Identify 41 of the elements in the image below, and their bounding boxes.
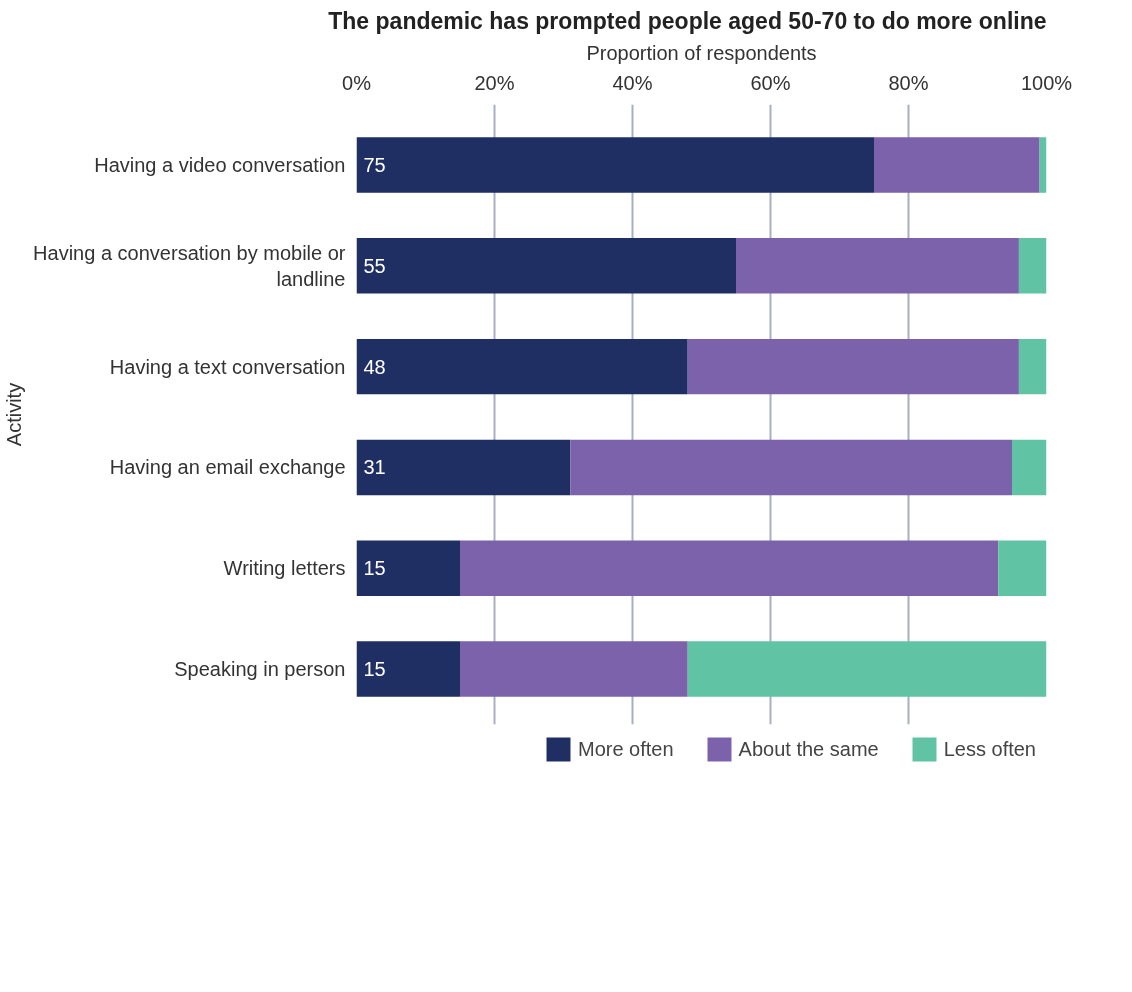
- y-tick-label: Having a conversation by mobile or landline: [33, 241, 346, 290]
- x-tick-label: 40%: [612, 71, 653, 94]
- bar: [1018, 238, 1047, 294]
- x-tick-label: 60%: [750, 71, 791, 94]
- bar: [356, 238, 736, 294]
- data-label: 55: [363, 254, 386, 277]
- legend-label: About the same: [738, 737, 879, 761]
- y-axis-title: Activity: [3, 382, 26, 447]
- y-tick-label: Having a video conversation: [94, 153, 346, 176]
- y-tick-label: Writing letters: [223, 557, 346, 580]
- bar: [1012, 439, 1047, 496]
- bar: [356, 137, 874, 193]
- y-tick-label: Having an email exchange: [109, 456, 346, 479]
- data-label: 15: [363, 658, 386, 681]
- bar: [356, 540, 460, 596]
- x-tick-label: 80%: [888, 71, 929, 94]
- bar: [874, 137, 1040, 193]
- x-tick-label: 20%: [474, 71, 515, 94]
- bar: [356, 338, 688, 395]
- data-label: 15: [363, 557, 386, 580]
- data-label: 31: [363, 456, 386, 479]
- bar: [1018, 338, 1047, 395]
- x-tick-label: 0%: [342, 71, 372, 94]
- bar: [356, 439, 571, 496]
- bar: [460, 540, 999, 596]
- bar: [570, 439, 1012, 496]
- bar: [998, 540, 1047, 596]
- bar: [736, 238, 1019, 294]
- y-tick-label: Speaking in person: [174, 658, 346, 681]
- bar: [460, 641, 688, 697]
- legend-label: Less often: [943, 737, 1036, 761]
- y-tick-label: Having a text conversation: [109, 355, 346, 378]
- bar: [356, 641, 460, 697]
- data-label: 75: [363, 153, 386, 176]
- data-label: 48: [363, 355, 386, 378]
- bar: [687, 338, 1019, 395]
- chart-title: The pandemic has prompted people aged 50-70 to do more online: [328, 7, 1047, 34]
- x-axis-title: Proportion of respondents: [586, 41, 817, 64]
- legend-label: More often: [578, 737, 674, 761]
- bar: [687, 641, 1047, 697]
- x-tick-label: 100%: [1020, 71, 1073, 94]
